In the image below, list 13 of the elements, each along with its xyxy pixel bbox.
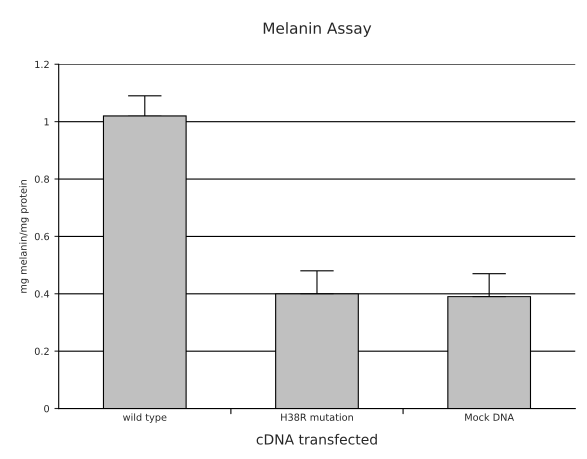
x-tick-label: wild type — [123, 413, 166, 423]
y-tick-label: 0.4 — [34, 290, 50, 298]
y-tick-label: 1.2 — [35, 60, 49, 68]
x-axis-title: cDNA transfected — [256, 434, 377, 445]
x-tick-label: Mock DNA — [465, 413, 514, 421]
y-tick-label: 0 — [44, 404, 50, 412]
y-tick-label: 1 — [44, 118, 49, 126]
y-axis-title: mg melanin/mg protein — [19, 180, 29, 293]
x-tick-label: H38R mutation — [281, 413, 353, 421]
y-tick-label: 0.8 — [34, 175, 50, 183]
y-tick-label: 0.6 — [34, 232, 50, 240]
y-tick-label: 0.2 — [34, 348, 49, 355]
chart-title: Melanin Assay — [264, 22, 372, 37]
